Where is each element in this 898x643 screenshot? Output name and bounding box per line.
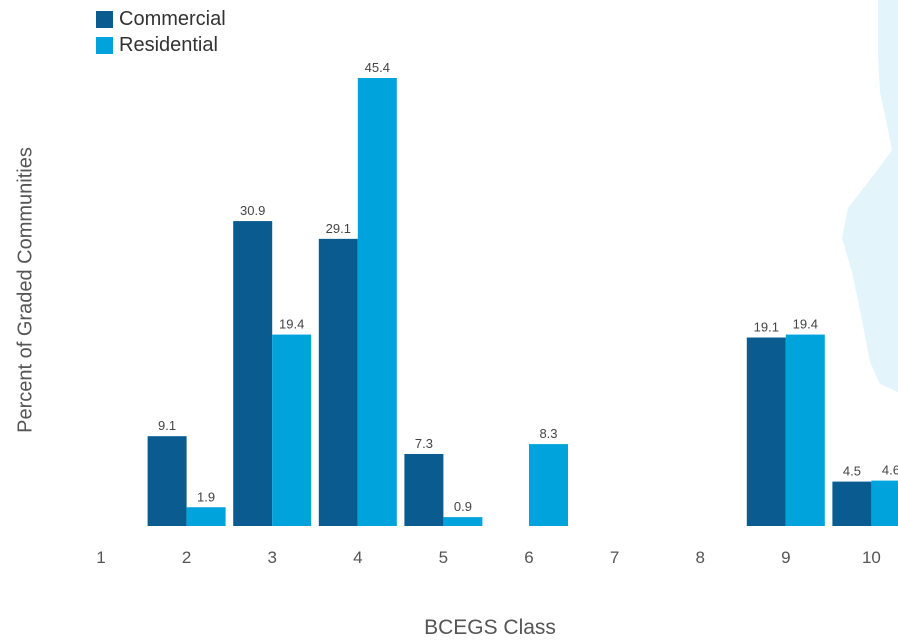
value-labels-group: 9.1 1.9 30.9 19.4 29.1 45.4 7.3 0.9 8.3 19.1 19.4 4… <box>158 60 898 514</box>
legend-item-residential: Residential <box>96 32 226 58</box>
legend-item-commercial: Commercial <box>96 6 226 32</box>
y-axis-label: Percent of Graded Communities <box>14 147 37 433</box>
value-label-commercial-class-4: 29.1 <box>326 221 351 236</box>
x-tick-label-6: 6 <box>524 548 533 567</box>
bar-commercial-class-3 <box>233 221 273 527</box>
x-tick-label-9: 9 <box>781 548 790 567</box>
bar-residential-class-10 <box>871 480 898 526</box>
bar-residential-class-3 <box>272 334 312 526</box>
bar-residential-class-9 <box>785 334 825 526</box>
bar-commercial-class-10 <box>832 481 872 526</box>
legend-swatch-residential <box>96 36 113 54</box>
value-label-residential-class-6: 8.3 <box>539 426 557 441</box>
bars-group <box>147 78 898 527</box>
x-tick-label-4: 4 <box>353 548 362 567</box>
value-label-commercial-class-3: 30.9 <box>240 203 265 218</box>
legend-label-commercial: Commercial <box>119 7 226 30</box>
legend-label-residential: Residential <box>119 33 218 56</box>
x-tick-labels-group: 1 2 3 4 5 6 7 8 9 10 <box>96 548 881 567</box>
bar-commercial-class-5 <box>404 453 444 526</box>
bar-residential-class-5 <box>443 517 483 526</box>
bar-residential-class-2 <box>186 507 226 526</box>
legend: Commercial Residential <box>96 6 226 58</box>
bar-residential-class-4 <box>357 78 397 526</box>
bar-commercial-class-4 <box>318 238 358 526</box>
value-label-commercial-class-5: 7.3 <box>415 436 433 451</box>
background-map-shape <box>842 0 898 392</box>
bar-residential-class-6 <box>529 444 568 526</box>
legend-swatch-commercial <box>96 10 113 28</box>
value-label-commercial-class-2: 9.1 <box>158 418 176 433</box>
x-tick-label-7: 7 <box>610 548 619 567</box>
x-axis-label: BCEGS Class <box>424 616 556 639</box>
x-tick-label-1: 1 <box>96 548 105 567</box>
x-tick-label-10: 10 <box>862 548 881 567</box>
value-label-commercial-class-10: 4.5 <box>843 464 861 479</box>
value-label-residential-class-4: 45.4 <box>365 60 390 75</box>
x-tick-label-2: 2 <box>182 548 191 567</box>
bar-commercial-class-9 <box>746 337 786 526</box>
bar-commercial-class-2 <box>147 436 187 526</box>
value-label-residential-class-9: 19.4 <box>793 317 818 332</box>
value-label-residential-class-3: 19.4 <box>279 317 304 332</box>
value-label-residential-class-10: 4.6 <box>882 463 898 478</box>
value-label-commercial-class-9: 19.1 <box>754 320 779 335</box>
x-tick-label-8: 8 <box>695 548 704 567</box>
x-tick-label-5: 5 <box>439 548 448 567</box>
value-label-residential-class-2: 1.9 <box>197 489 215 504</box>
value-label-residential-class-5: 0.9 <box>454 499 472 514</box>
x-tick-label-3: 3 <box>267 548 276 567</box>
